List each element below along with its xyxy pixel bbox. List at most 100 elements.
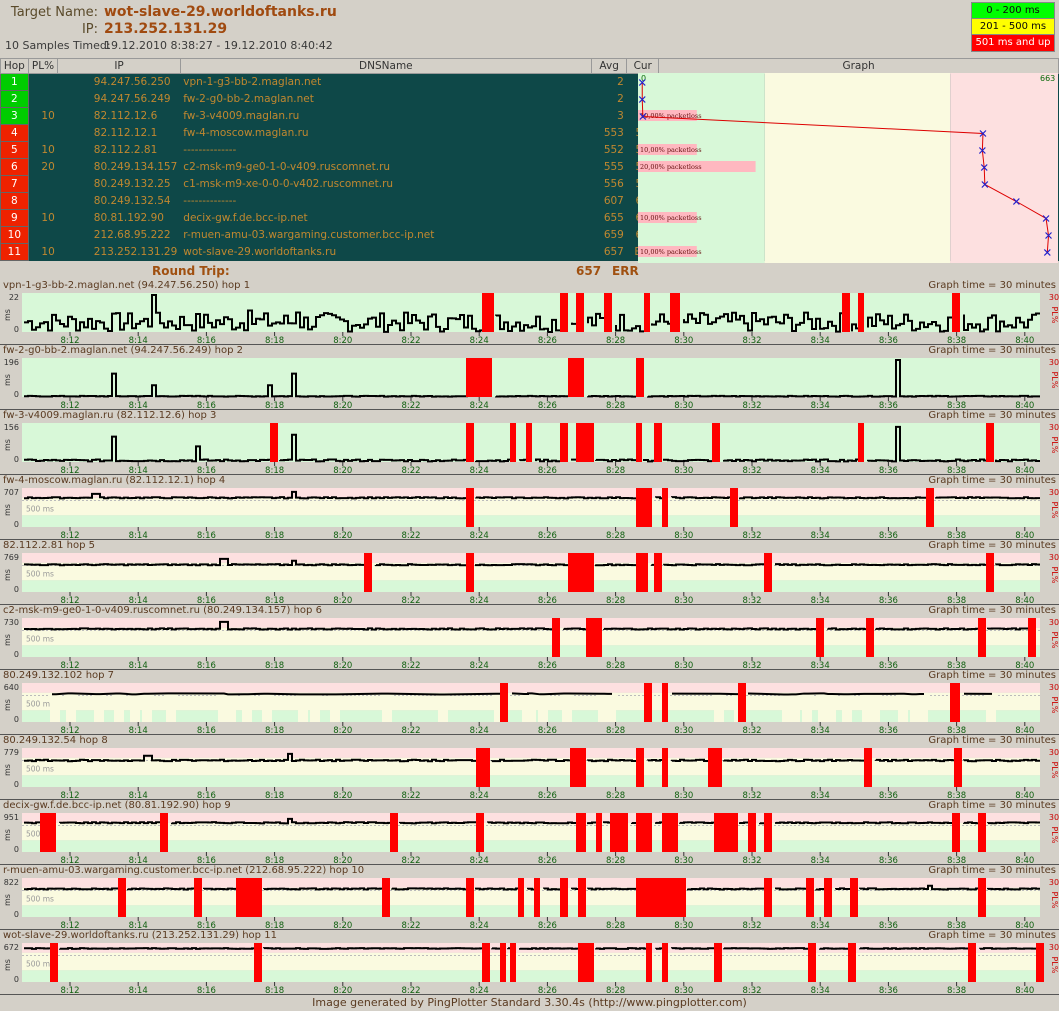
- tick-label: 8:28: [606, 856, 625, 865]
- zone-red: [22, 748, 1040, 758]
- packet-loss-bar: [748, 813, 756, 852]
- tick-label: 8:24: [470, 336, 489, 345]
- col-cur[interactable]: Cur: [626, 58, 660, 74]
- graph-time-label: Graph time = 30 minutes: [928, 605, 1056, 616]
- packet-loss-bar: [978, 618, 986, 657]
- col-ip[interactable]: IP: [57, 58, 181, 74]
- packet-loss-bar: [610, 813, 628, 852]
- tick-label: 8:20: [333, 466, 352, 475]
- ip-address: 80.249.134.157: [93, 161, 178, 173]
- zone-green: [22, 645, 1040, 657]
- dns-name: --------------: [183, 195, 237, 207]
- hop-time-graph[interactable]: 779 0 ms 30 PL% 500 ms 8:12 8:14 8:16 8:18 8:20 8:2…: [0, 735, 1059, 800]
- packet-loss-bar: [644, 683, 652, 722]
- packet-loss: 10: [41, 144, 55, 156]
- tick-label: 8:26: [538, 466, 557, 475]
- latency-marker: [1012, 198, 1020, 205]
- tick-label: 8:18: [265, 856, 284, 865]
- avg-latency: 2: [617, 76, 624, 89]
- tick-label: 8:22: [401, 856, 420, 865]
- tick-label: 8:34: [811, 921, 830, 930]
- hop-time-graph[interactable]: 707 0 ms 30 PL% 500 ms 8:12 8:14 8:16 8:18 8:20 8:2…: [0, 475, 1059, 540]
- tick-label: 8:24: [470, 661, 489, 670]
- sample-column: [598, 692, 608, 722]
- y-zero-label: 0: [14, 715, 19, 724]
- packet-loss-bar: [466, 358, 492, 397]
- sample-column: [826, 692, 836, 722]
- hop-time-graph[interactable]: 156 0 ms 30 PL% 8:12 8:14 8:16 8:18 8:20 8:22 8:24 8…: [0, 410, 1059, 475]
- zone-red: [22, 813, 1040, 823]
- pl-axis-label: PL%: [1050, 437, 1059, 454]
- packet-loss-bar: [576, 293, 584, 332]
- col-hop[interactable]: Hop: [0, 58, 29, 74]
- hop-number: 5: [0, 141, 29, 159]
- tick-label: 8:16: [197, 661, 216, 670]
- ms-axis-label: ms: [3, 829, 12, 841]
- ms-axis-label: ms: [3, 894, 12, 906]
- sample-column: [918, 692, 928, 722]
- y-zero-label: 0: [14, 975, 19, 984]
- tick-label: 8:40: [1015, 661, 1034, 670]
- reference-label: 500 ms: [26, 569, 54, 578]
- y-zero-label: 0: [14, 520, 19, 529]
- tick-label: 8:34: [811, 336, 830, 345]
- sample-column: [166, 692, 176, 722]
- packet-loss-bar: [270, 423, 278, 462]
- sample-column: [226, 692, 236, 722]
- packet-loss-bar: [806, 878, 814, 917]
- tick-label: 8:22: [401, 336, 420, 345]
- packet-loss-bar: [476, 813, 484, 852]
- graph-time-label: Graph time = 30 minutes: [928, 800, 1056, 811]
- tick-label: 8:38: [947, 856, 966, 865]
- latency-marker: [639, 113, 647, 120]
- hop-time-graph[interactable]: 822 0 ms 30 PL% 500 ms 8:12 8:14 8:16 8:18 8:20 8:2…: [0, 865, 1059, 930]
- col-dnsname[interactable]: DNSName: [179, 58, 592, 74]
- ip-address: 82.112.12.6: [93, 110, 158, 122]
- tick-label: 8:26: [538, 661, 557, 670]
- tick-label: 8:16: [197, 986, 216, 995]
- ip-address: 80.249.132.54: [93, 195, 171, 207]
- tick-label: 8:12: [60, 596, 79, 605]
- graph-axis-end: 663: [1040, 74, 1055, 83]
- tick-label: 8:28: [606, 401, 625, 410]
- col-graph[interactable]: Graph: [658, 58, 1059, 74]
- tick-label: 8:36: [879, 336, 898, 345]
- packet-loss-bar: [636, 553, 648, 592]
- sample-column: [714, 692, 724, 722]
- latency-trace: [24, 293, 1040, 333]
- hop-time-graph[interactable]: 196 0 ms 30 PL% 8:12 8:14 8:16 8:18 8:20 8:22 8:24 8…: [0, 345, 1059, 410]
- latency-trace: [52, 692, 992, 696]
- dns-name: --------------: [183, 144, 237, 156]
- col-avg[interactable]: Avg: [590, 58, 628, 74]
- avg-latency: 555: [603, 161, 624, 173]
- packet-loss-bar: [708, 748, 722, 787]
- hop-time-graph[interactable]: 640 0 ms 30 PL% 500 ms 8:12 8:14 8:16 8:18 8:20 8:2…: [0, 670, 1059, 735]
- tick-label: 8:32: [742, 336, 761, 345]
- sample-column: [986, 692, 996, 722]
- hop-time-graph[interactable]: 951 0 ms 30 PL% 500 ms 8:12 8:14 8:16 8:18 8:20 8:2…: [0, 800, 1059, 865]
- tick-label: 8:12: [60, 791, 79, 800]
- tick-label: 8:18: [265, 661, 284, 670]
- hop-latency-graph: 0 663 10,00% packetloss 10,00% packetloss 20…: [638, 73, 1058, 263]
- col-pl[interactable]: PL%: [27, 58, 59, 74]
- avg-latency: 553: [603, 127, 624, 139]
- tick-label: 8:40: [1015, 466, 1034, 475]
- hop-graph-title: vpn-1-g3-bb-2.maglan.net (94.247.56.250)…: [3, 280, 251, 291]
- reference-label: 500 ms: [26, 959, 54, 968]
- packet-loss-bar: [466, 488, 474, 527]
- graph-time-label: Graph time = 30 minutes: [928, 280, 1056, 291]
- pl-axis-label: PL%: [1050, 502, 1059, 519]
- hop-graph-title: 80.249.132.54 hop 8: [3, 735, 108, 746]
- packet-loss-bar: [952, 813, 960, 852]
- hop-time-graph[interactable]: 730 0 ms 30 PL% 500 ms 8:12 8:14 8:16 8:18 8:20 8:2…: [0, 605, 1059, 670]
- packet-loss-bar: [636, 488, 652, 527]
- hop-time-graph[interactable]: 672 0 ms 30 PL% 500 ms 8:12 8:14 8:16 8:18 8:20 8:2…: [0, 930, 1059, 995]
- sample-column: [382, 692, 392, 722]
- tick-label: 8:12: [60, 921, 79, 930]
- hop-time-graph[interactable]: 769 0 ms 30 PL% 500 ms 8:12 8:14 8:16 8:18 8:20 8:2…: [0, 540, 1059, 605]
- sample-column: [606, 692, 616, 722]
- reference-label: 500 ms: [26, 504, 54, 513]
- pl-max-label: 30: [1049, 618, 1059, 627]
- packet-loss-bar: [118, 878, 126, 917]
- hop-time-graph[interactable]: 22 0 ms 30 PL% 8:12 8:14 8:16 8:18 8:20 8:22 8:24 8:…: [0, 280, 1059, 345]
